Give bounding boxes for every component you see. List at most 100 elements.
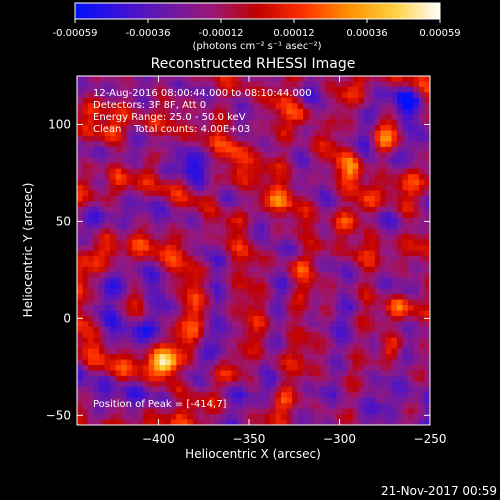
heatmap-cell [253, 365, 260, 372]
heatmap-cell [143, 354, 150, 361]
heatmap-cell [137, 212, 144, 219]
heatmap-cell [77, 119, 84, 126]
heatmap-cell [247, 266, 255, 273]
heatmap-cell [259, 195, 266, 203]
heatmap-cell [126, 294, 133, 301]
heatmap-cell [314, 157, 321, 164]
heatmap-cell [247, 92, 255, 99]
heatmap-cell [352, 152, 359, 159]
plot-frame [76, 75, 431, 426]
heatmap-cell [424, 206, 430, 213]
heatmap-cell [209, 125, 216, 132]
heatmap-cell [303, 397, 310, 404]
heatmap-cell [286, 81, 293, 88]
heatmap-cell [418, 337, 426, 344]
heatmap-cell [143, 348, 150, 355]
heatmap-cell [236, 135, 244, 143]
heatmap-cell [259, 397, 266, 404]
heatmap-cell [330, 119, 337, 126]
heatmap-cell [347, 157, 354, 164]
heatmap-cell [402, 86, 409, 93]
annotation-clean-counts: Clean Total counts: 4.00E+03 [93, 124, 250, 135]
heatmap-cell [176, 359, 183, 366]
heatmap-cell [165, 92, 172, 99]
heatmap-cell [93, 81, 100, 88]
heatmap-cell [330, 201, 337, 208]
heatmap-cell [170, 119, 177, 126]
heatmap-cell [137, 103, 144, 110]
heatmap-cell [418, 239, 426, 246]
heatmap-cell [369, 201, 376, 208]
heatmap-cell [170, 277, 177, 284]
heatmap-cell [297, 223, 304, 230]
heatmap-cell [259, 354, 266, 361]
heatmap-cell [165, 217, 172, 224]
heatmap-cell [165, 206, 172, 213]
heatmap-cell [424, 97, 430, 104]
heatmap-cell [391, 141, 398, 148]
heatmap-cell [121, 403, 128, 410]
heatmap-cell [203, 370, 210, 377]
heatmap-cell [286, 234, 293, 241]
heatmap-cell [104, 114, 111, 121]
heatmap-cell [259, 223, 266, 230]
heatmap-cell [121, 217, 128, 224]
heatmap-cell [391, 125, 398, 132]
heatmap-cell [396, 114, 404, 121]
heatmap-cell [325, 288, 332, 295]
heatmap-cell [231, 185, 238, 192]
heatmap-cell [121, 266, 128, 273]
heatmap-cell [281, 201, 288, 208]
heatmap-cell [391, 135, 398, 143]
heatmap-cell [104, 365, 111, 372]
heatmap-cell [104, 76, 111, 83]
heatmap-cell [292, 299, 299, 306]
heatmap-cell [264, 408, 271, 415]
heatmap-cell [396, 135, 404, 143]
heatmap-cell [170, 261, 177, 268]
heatmap-cell [231, 321, 238, 328]
heatmap-cell [297, 321, 304, 328]
heatmap-cell [341, 212, 348, 219]
heatmap-cell [104, 201, 111, 208]
heatmap-cell [270, 354, 277, 361]
heatmap-cell [292, 108, 299, 115]
heatmap-cell [187, 261, 194, 268]
heatmap-cell [137, 201, 144, 208]
heatmap-cell [220, 119, 227, 126]
heatmap-cell [181, 108, 188, 115]
heatmap-cell [358, 179, 365, 186]
heatmap-cell [319, 326, 326, 333]
heatmap-cell [369, 179, 376, 186]
heatmap-cell [82, 348, 89, 355]
heatmap-cell [259, 239, 266, 246]
heatmap-cell [181, 201, 188, 208]
heatmap-cell [82, 403, 89, 410]
heatmap-cell [88, 250, 95, 257]
heatmap-cell [275, 359, 282, 366]
heatmap-cell [242, 255, 249, 262]
heatmap-cell [110, 403, 117, 410]
heatmap-cell [374, 343, 381, 350]
heatmap-cell [424, 245, 430, 252]
heatmap-cell [121, 92, 128, 99]
heatmap-cell [77, 370, 84, 377]
heatmap-cell [104, 206, 111, 213]
heatmap-cell [319, 174, 326, 181]
heatmap-cell [292, 130, 299, 137]
heatmap-cell [110, 250, 117, 257]
heatmap-cell [325, 97, 332, 104]
heatmap-cell [187, 277, 194, 284]
heatmap-cell [418, 266, 426, 273]
heatmap-cell [358, 114, 365, 121]
heatmap-cell [236, 408, 244, 415]
heatmap-cell [259, 168, 266, 175]
heatmap-cell [159, 239, 166, 246]
heatmap-cell [281, 326, 288, 333]
heatmap-cell [391, 86, 398, 93]
heatmap-cell [413, 108, 420, 115]
heatmap-cell [220, 76, 227, 83]
heatmap-cell [154, 332, 161, 339]
heatmap-cell [93, 163, 100, 170]
heatmap-cell [402, 343, 409, 350]
